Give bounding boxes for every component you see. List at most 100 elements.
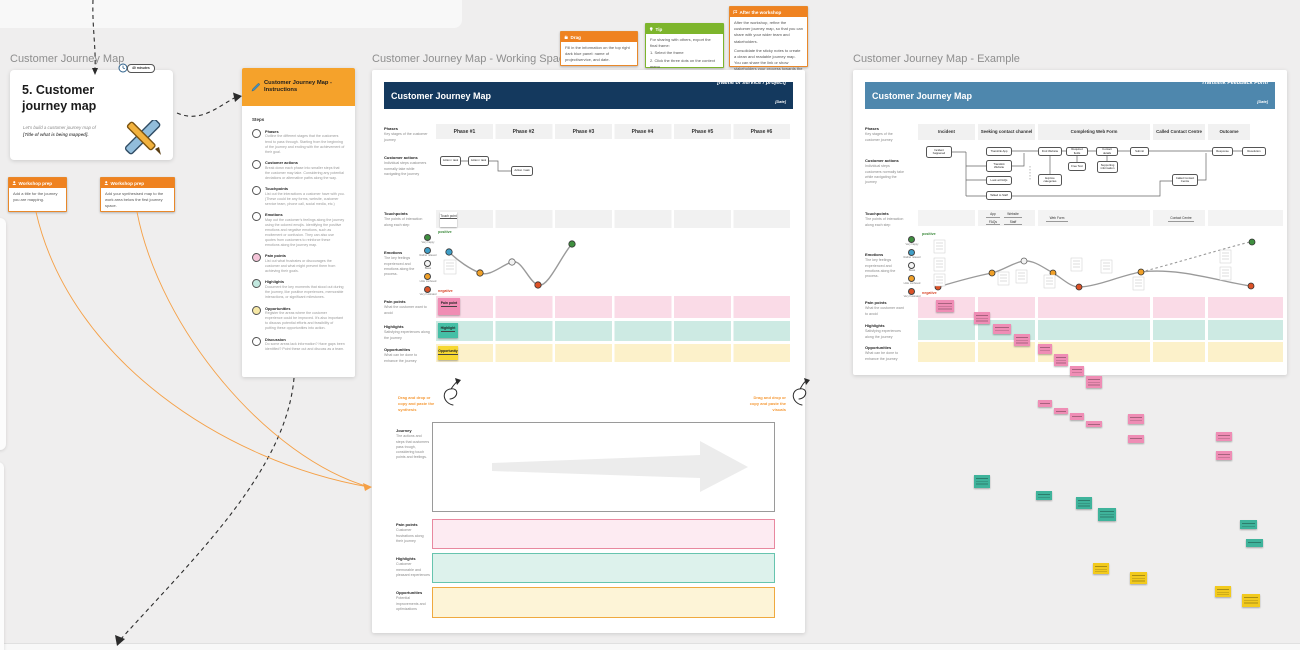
flow-box[interactable]: Response — [1212, 147, 1233, 156]
highlights-synthesis-box[interactable] — [432, 553, 775, 583]
touchpoint-website[interactable]: Website — [1004, 212, 1022, 218]
frame-label-working-space[interactable]: Customer Journey Map - Working Space — [372, 53, 571, 65]
ex-phase-webform[interactable]: Completing Web Form — [1070, 129, 1118, 134]
flow-box[interactable]: Translink App — [986, 147, 1012, 156]
step-circle[interactable] — [252, 305, 261, 315]
intro-card[interactable]: 5. Customer journey map Let's build a cu… — [10, 70, 173, 160]
highlight-sticky[interactable] — [1098, 508, 1116, 521]
touchpoint-faqs[interactable]: FAQs — [986, 220, 1000, 225]
tip-note[interactable]: Tip For sharing with others, export the … — [645, 23, 724, 89]
ws-phase-6[interactable]: Phase #6 — [750, 129, 773, 135]
step-circle[interactable] — [252, 336, 261, 346]
pain-sticky[interactable] — [1038, 344, 1052, 354]
ws-row-label-pain: Pain points What the customer want to avo… — [384, 299, 430, 316]
step-emotions: Emotions Map out the customer's feelings … — [252, 212, 345, 248]
workshop-prep-note-1[interactable]: Workshop prep Add a title for the journe… — [8, 177, 67, 212]
flow-box[interactable]: Translink Website — [986, 160, 1012, 172]
highlight-sticky[interactable] — [1036, 491, 1052, 500]
action-task-box[interactable]: Action / task — [440, 156, 461, 166]
ex-phase-seeking[interactable]: Seeking contact channel — [980, 129, 1033, 134]
pain-sticky[interactable] — [1216, 451, 1232, 460]
timer-badge[interactable]: 40 minutes — [118, 63, 155, 73]
opportunity-sticky[interactable] — [1242, 594, 1260, 607]
pain-sticky[interactable] — [1038, 400, 1052, 407]
ws-service-name[interactable]: [Name of service / project] — [717, 80, 786, 87]
workshop-prep-note-2[interactable]: Workshop prep Add your synthesised map t… — [100, 177, 175, 212]
touchpoint-webform[interactable]: Web Form — [1046, 216, 1068, 222]
opportunity-sticky[interactable] — [1130, 572, 1147, 584]
flow-box[interactable]: Explore categories — [1038, 174, 1062, 186]
pain-sticky[interactable] — [1054, 354, 1068, 366]
ex-phase-contact-centre[interactable]: Called Contact Centre — [1156, 129, 1202, 134]
flow-box[interactable]: Incident happened — [926, 146, 952, 158]
highlight-sticky[interactable] — [974, 475, 990, 488]
pain-sticky[interactable] — [1054, 408, 1068, 414]
frame-label-left[interactable]: Customer Journey Map — [10, 53, 125, 65]
touchpoint-contact-centre[interactable]: Contact Centre — [1168, 216, 1194, 222]
highlight-sticky[interactable]: Highlight — [438, 323, 458, 338]
row-desc: Potential improvements and optimizations — [396, 596, 426, 611]
pain-synthesis-box[interactable] — [432, 519, 775, 549]
pain-sticky[interactable] — [1070, 366, 1084, 376]
ex-row-label-emotions: Emotions The key feelings experienced and… — [865, 252, 899, 279]
highlight-sticky[interactable] — [1240, 520, 1257, 529]
ws-phase-5[interactable]: Phase #5 — [691, 129, 714, 135]
touchpoint-app[interactable]: App — [986, 212, 1000, 218]
opportunity-sticky[interactable] — [1093, 563, 1109, 574]
pain-sticky[interactable] — [1216, 432, 1232, 441]
flow-box[interactable]: Required fields — [1066, 147, 1088, 156]
pain-sticky[interactable] — [1086, 421, 1102, 427]
ws-phase-2[interactable]: Phase #2 — [512, 129, 535, 135]
ws-row-label-actions: Customer actions Individual steps custome… — [384, 155, 430, 177]
touch-point-label: Touch point — [440, 213, 457, 219]
action-task-box[interactable]: Action / task — [468, 156, 489, 166]
ex-phase-incident[interactable]: Incident — [938, 129, 955, 134]
instructions-panel[interactable]: Customer Journey Map - Instructions Step… — [242, 68, 355, 377]
flow-box[interactable]: Resolution — [1242, 147, 1266, 156]
ws-phase-4[interactable]: Phase #4 — [631, 129, 654, 135]
step-circle[interactable] — [252, 160, 261, 170]
ws-bottom-label-highlights: Highlights Customer memorable and pleasan… — [396, 556, 430, 578]
ws-phase-3[interactable]: Phase #3 — [572, 129, 595, 135]
pain-sticky[interactable] — [1128, 435, 1144, 443]
step-circle[interactable] — [252, 186, 261, 196]
flow-box[interactable]: Contact details — [1096, 147, 1118, 156]
pain-sticky[interactable] — [1070, 413, 1084, 420]
step-title: Customer actions — [265, 160, 298, 166]
step-circle[interactable] — [252, 129, 261, 138]
pain-sticky[interactable] — [974, 312, 990, 324]
flow-box[interactable]: Look at FAQs — [986, 176, 1012, 185]
ws-row-label-phases: Phases Key stages of the customer journey — [384, 126, 430, 143]
flow-box[interactable]: Free Text — [1068, 162, 1086, 171]
ws-date[interactable]: [Date] — [775, 100, 786, 105]
pain-sticky[interactable] — [1014, 334, 1030, 346]
highlight-sticky[interactable] — [1076, 497, 1092, 509]
pain-sticky[interactable] — [936, 300, 954, 312]
touch-point-note[interactable]: Touch point — [440, 211, 457, 227]
row-title: Opportunities — [384, 347, 411, 352]
flow-box[interactable]: Supporting information — [1097, 161, 1118, 173]
flow-box[interactable]: Talked to Staff — [986, 191, 1012, 200]
touchpoint-staff[interactable]: Staff — [1004, 220, 1022, 225]
action-task-box[interactable]: Action / task — [511, 166, 533, 176]
drag-note[interactable]: Drag Fill in the information on the top … — [560, 31, 638, 66]
frame-label-example[interactable]: Customer Journey Map - Example — [853, 53, 1020, 65]
pain-sticky[interactable] — [1086, 376, 1102, 388]
after-workshop-note[interactable]: After the workshop After the workshop, r… — [729, 6, 808, 84]
pain-sticky[interactable] — [993, 324, 1011, 334]
pain-point-sticky[interactable]: Pain point — [438, 298, 460, 315]
opportunity-sticky[interactable]: Opportunity — [438, 346, 458, 360]
flow-box[interactable]: Submit — [1130, 147, 1149, 156]
ex-phase-outcome[interactable]: Outcome — [1219, 129, 1239, 134]
step-circle[interactable] — [252, 279, 261, 289]
highlight-sticky[interactable] — [1246, 539, 1263, 547]
flow-box[interactable]: Find Website — [1038, 147, 1062, 156]
ws-phase-1[interactable]: Phase #1 — [453, 129, 476, 135]
journey-synthesis-box[interactable] — [432, 422, 775, 512]
step-circle[interactable] — [252, 253, 261, 263]
pain-sticky[interactable] — [1128, 414, 1144, 424]
flow-box[interactable]: Called Contact Centre — [1172, 174, 1198, 186]
opportunity-sticky[interactable] — [1215, 586, 1231, 597]
step-circle[interactable] — [252, 212, 261, 222]
opportunities-synthesis-box[interactable] — [432, 587, 775, 618]
